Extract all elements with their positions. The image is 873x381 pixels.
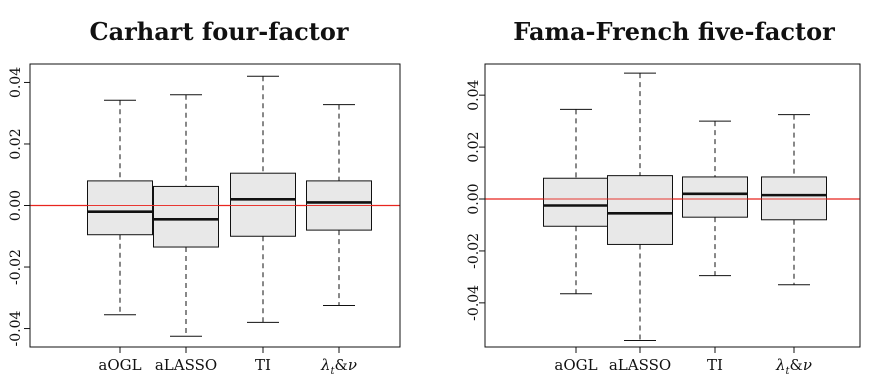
y-tick-label: 0.00 [466,183,482,214]
iqr-box [153,185,219,248]
y-tick-label: -0.02 [466,233,482,269]
y-tick-label: 0.02 [466,131,482,162]
iqr-box [607,175,673,245]
x-tick-label: λt&ν [320,356,357,377]
box-2 [607,72,673,342]
y-tick-label: -0.02 [8,249,24,285]
iqr-box [761,176,827,221]
y-tick-label: 0.04 [8,67,24,98]
iqr-box [87,180,153,236]
box-2 [153,94,219,337]
plot-frame [484,63,861,348]
y-tick-label: 0.00 [8,190,24,221]
y-tick-label: 0.02 [8,128,24,159]
chart-panel-2: Fama-French five-factor -0.04 -0.02 0.00 0.0… [466,17,861,377]
x-tick-label: aLASSO [609,356,671,374]
box-1 [543,108,609,295]
iqr-box [543,177,609,227]
iqr-box [682,176,748,218]
chart-panel-1: Carhart four-factor -0.04 -0.02 0.00 0.02 0.0… [8,17,401,377]
x-tick-label: λt&ν [775,356,812,377]
box-1 [87,99,153,316]
y-tick-label: 0.04 [466,79,482,110]
x-tick-label: TI [255,356,271,374]
x-tick-label: aOGL [554,356,597,374]
chart-title: Fama-French five-factor [513,17,835,46]
box-3 [682,120,748,277]
y-tick-label: -0.04 [8,311,24,347]
box-3 [230,75,296,323]
chart-title: Carhart four-factor [90,17,349,46]
box-4 [761,114,827,286]
x-tick-label: aLASSO [155,356,217,374]
x-tick-label: aOGL [98,356,141,374]
x-tick-label: TI [707,356,723,374]
y-tick-label: -0.04 [466,285,482,321]
iqr-box [230,172,296,237]
